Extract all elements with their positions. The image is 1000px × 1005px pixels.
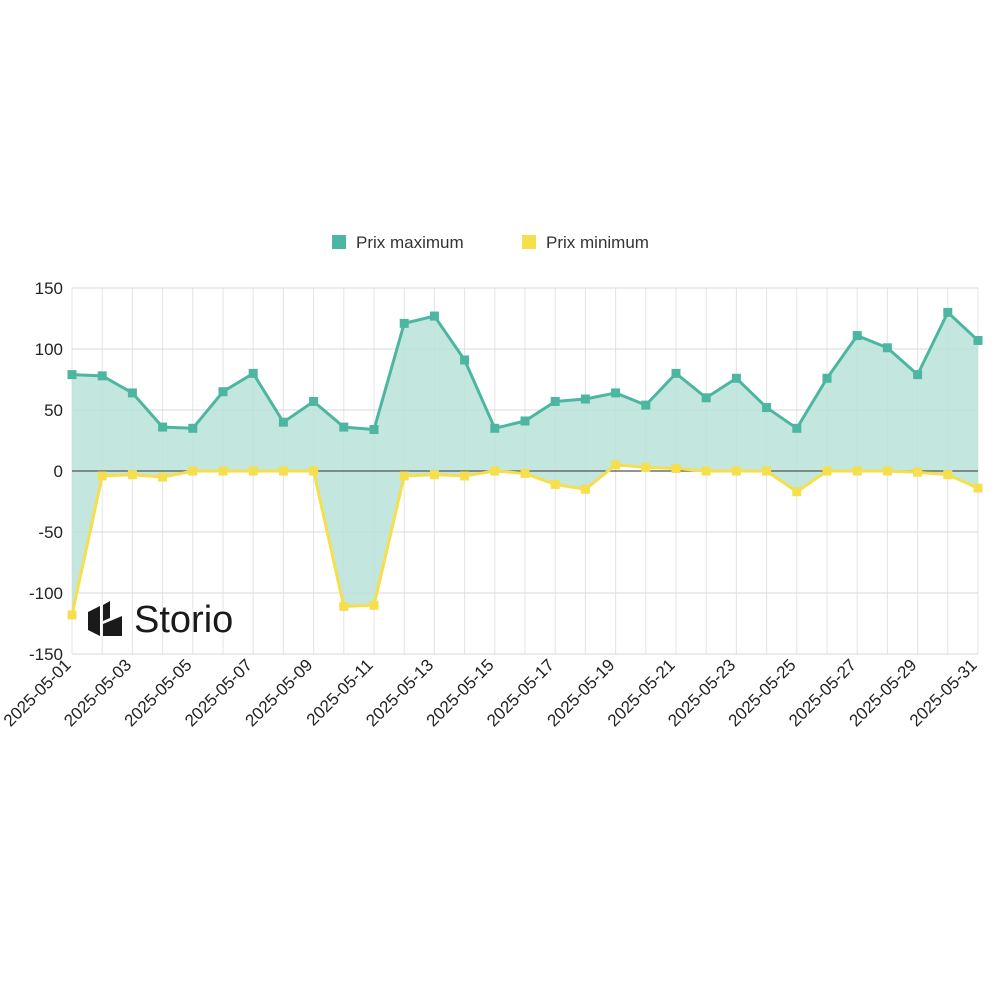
legend-swatch-prix-minimum [522,235,536,249]
y-tick-label: 100 [35,340,63,359]
data-point-prix-maximum [852,331,862,341]
data-point-prix-minimum [399,471,409,481]
data-point-prix-maximum [460,355,470,365]
data-point-prix-minimum [580,484,590,494]
data-point-prix-maximum [731,373,741,383]
fill-layer [72,312,978,615]
data-point-prix-maximum [882,343,892,353]
data-point-prix-maximum [97,371,107,381]
data-point-prix-minimum [671,464,681,474]
data-point-prix-minimum [520,468,530,478]
data-point-prix-minimum [97,471,107,481]
data-point-prix-minimum [611,460,621,470]
data-point-prix-maximum [520,416,530,426]
y-tick-label: 0 [54,462,63,481]
data-point-prix-maximum [973,335,983,345]
data-point-prix-minimum [490,466,500,476]
data-point-prix-maximum [399,318,409,328]
y-tick-label: -50 [38,523,63,542]
data-point-prix-maximum [762,403,772,413]
data-point-prix-maximum [822,373,832,383]
data-point-prix-minimum [762,466,772,476]
brand-name: Storio [134,599,233,641]
x-axis-ticks: 2025-05-012025-05-032025-05-052025-05-07… [0,655,981,730]
data-point-prix-minimum [339,601,349,611]
data-point-prix-minimum [822,466,832,476]
data-point-prix-maximum [309,396,319,406]
data-point-prix-minimum [943,470,953,480]
data-point-prix-maximum [550,396,560,406]
data-point-prix-maximum [188,423,198,433]
data-point-prix-minimum [731,466,741,476]
data-point-prix-maximum [611,388,621,398]
data-point-prix-maximum [490,423,500,433]
data-point-prix-minimum [369,600,379,610]
legend-swatch-prix-maximum [332,235,346,249]
data-point-prix-maximum [641,400,651,410]
storio-logo-icon [88,601,122,636]
data-point-prix-maximum [429,311,439,321]
data-point-prix-maximum [792,423,802,433]
data-point-prix-minimum [973,483,983,493]
data-point-prix-minimum [913,467,923,477]
data-point-prix-maximum [218,387,228,397]
data-point-prix-minimum [309,466,319,476]
data-point-prix-minimum [278,466,288,476]
y-tick-label: 50 [44,401,63,420]
data-point-prix-minimum [429,470,439,480]
data-point-prix-maximum [671,368,681,378]
brand-watermark: Storio [88,599,233,641]
data-point-prix-maximum [943,307,953,317]
legend: Prix maximum Prix minimum [332,233,649,252]
data-point-prix-maximum [369,425,379,435]
data-point-prix-maximum [278,417,288,427]
data-point-prix-minimum [550,479,560,489]
data-point-prix-minimum [792,487,802,497]
data-point-prix-minimum [158,472,168,482]
data-point-prix-minimum [127,470,137,480]
data-point-prix-minimum [188,466,198,476]
legend-label-prix-maximum: Prix maximum [356,233,464,252]
data-point-prix-minimum [701,466,711,476]
data-point-prix-maximum [339,422,349,432]
data-point-prix-minimum [460,471,470,481]
data-point-prix-maximum [127,388,137,398]
series-layer [67,307,983,620]
fill-between-area [72,312,978,615]
y-axis-ticks: 150 100 50 0 -50 -100 -150 [29,279,63,664]
data-point-prix-minimum [882,466,892,476]
y-tick-label: 150 [35,279,63,298]
data-point-prix-maximum [580,394,590,404]
data-point-prix-maximum [158,422,168,432]
data-point-prix-minimum [218,466,228,476]
data-point-prix-maximum [248,368,258,378]
data-point-prix-minimum [67,610,77,620]
data-point-prix-minimum [852,466,862,476]
y-tick-label: -150 [29,645,63,664]
data-point-prix-maximum [701,393,711,403]
y-tick-label: -100 [29,584,63,603]
data-point-prix-minimum [248,466,258,476]
legend-label-prix-minimum: Prix minimum [546,233,649,252]
data-point-prix-minimum [641,462,651,472]
data-point-prix-maximum [67,370,77,380]
data-point-prix-maximum [913,370,923,380]
